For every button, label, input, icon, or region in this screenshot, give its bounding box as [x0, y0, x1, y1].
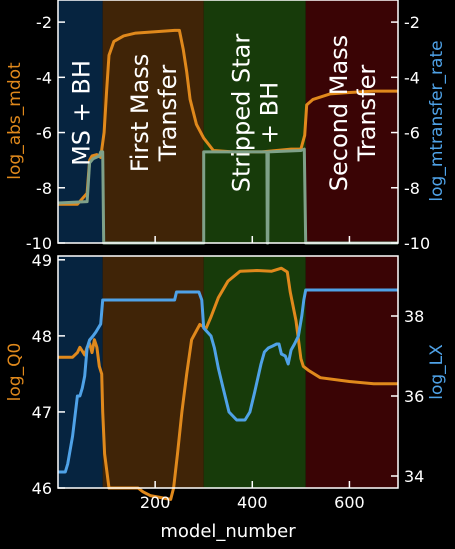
- phase-label-1: First MassTransfer: [126, 54, 182, 173]
- top-ylabel-left: log_abs_mdot: [5, 62, 25, 180]
- phase-label-line: Stripped Star: [228, 34, 256, 193]
- phase-label-line: Transfer: [154, 65, 182, 163]
- phase-label-line: First Mass: [126, 54, 154, 173]
- x-axis-label: model_number: [160, 521, 296, 542]
- phase-band-3: [305, 256, 398, 488]
- phase-band-0: [58, 256, 103, 488]
- top-panel-frame: [57, 0, 399, 244]
- phase-label-line: MS + BH: [67, 60, 95, 166]
- bottom-ytick-label-right: 36: [404, 387, 424, 406]
- phase-band-2: [203, 0, 306, 243]
- bottom-ylabel-left: log_Q0: [5, 343, 25, 402]
- phase-label-line: + BH: [256, 82, 284, 144]
- series-line-right: [57, 147, 398, 245]
- phase-label-3: Second MassTransfer: [325, 35, 381, 191]
- top-ytick-label-left: -2: [36, 13, 52, 32]
- phase-label-line: Second Mass: [325, 35, 353, 191]
- top-ytick-label-left: -6: [36, 124, 52, 143]
- bottom-ylabel-right: log_LX: [427, 344, 447, 400]
- bottom-ytick-label-right: 38: [404, 307, 424, 326]
- bottom-ytick-label-left: 48: [32, 327, 52, 346]
- top-ytick-label-right: -8: [404, 179, 420, 198]
- series-line-right: [58, 288, 398, 474]
- series-line-left: [58, 266, 398, 501]
- top-ytick-label-left: -8: [36, 179, 52, 198]
- top-ytick-label-right: -6: [404, 124, 420, 143]
- phase-band-1: [102, 0, 204, 243]
- bottom-ytick-label-left: 46: [32, 479, 52, 498]
- phase-label-line: Transfer: [353, 65, 381, 163]
- top-ytick-label-right: -4: [404, 68, 420, 87]
- bottom-ytick-label-left: 47: [32, 403, 52, 422]
- phase-band-3: [305, 0, 398, 243]
- bottom-panel: 49 48 47 46 38 36 34 200 400 600 log_Q0 log_LX mo…: [5, 251, 447, 542]
- phase-label-0: MS + BH: [67, 60, 95, 166]
- top-panel: MS + BH First MassTransfer Stripped Star+ …: [5, 0, 447, 253]
- top-ytick-label-right: -10: [404, 234, 430, 253]
- bottom-xtick-label: 200: [140, 493, 171, 512]
- bottom-ytick-label-left: 49: [32, 251, 52, 270]
- top-ytick-label-left: -10: [26, 234, 52, 253]
- top-ytick-label-left: -4: [36, 68, 52, 87]
- bottom-xtick-label: 600: [334, 493, 365, 512]
- top-ytick-label-right: -2: [404, 13, 420, 32]
- bottom-panel-frame: [57, 255, 399, 489]
- phase-label-2: Stripped Star+ BH: [228, 34, 284, 193]
- bottom-ytick-label-right: 34: [404, 467, 424, 486]
- bottom-xtick-label: 400: [237, 493, 268, 512]
- top-ylabel-right: log_mtransfer_rate: [427, 40, 447, 201]
